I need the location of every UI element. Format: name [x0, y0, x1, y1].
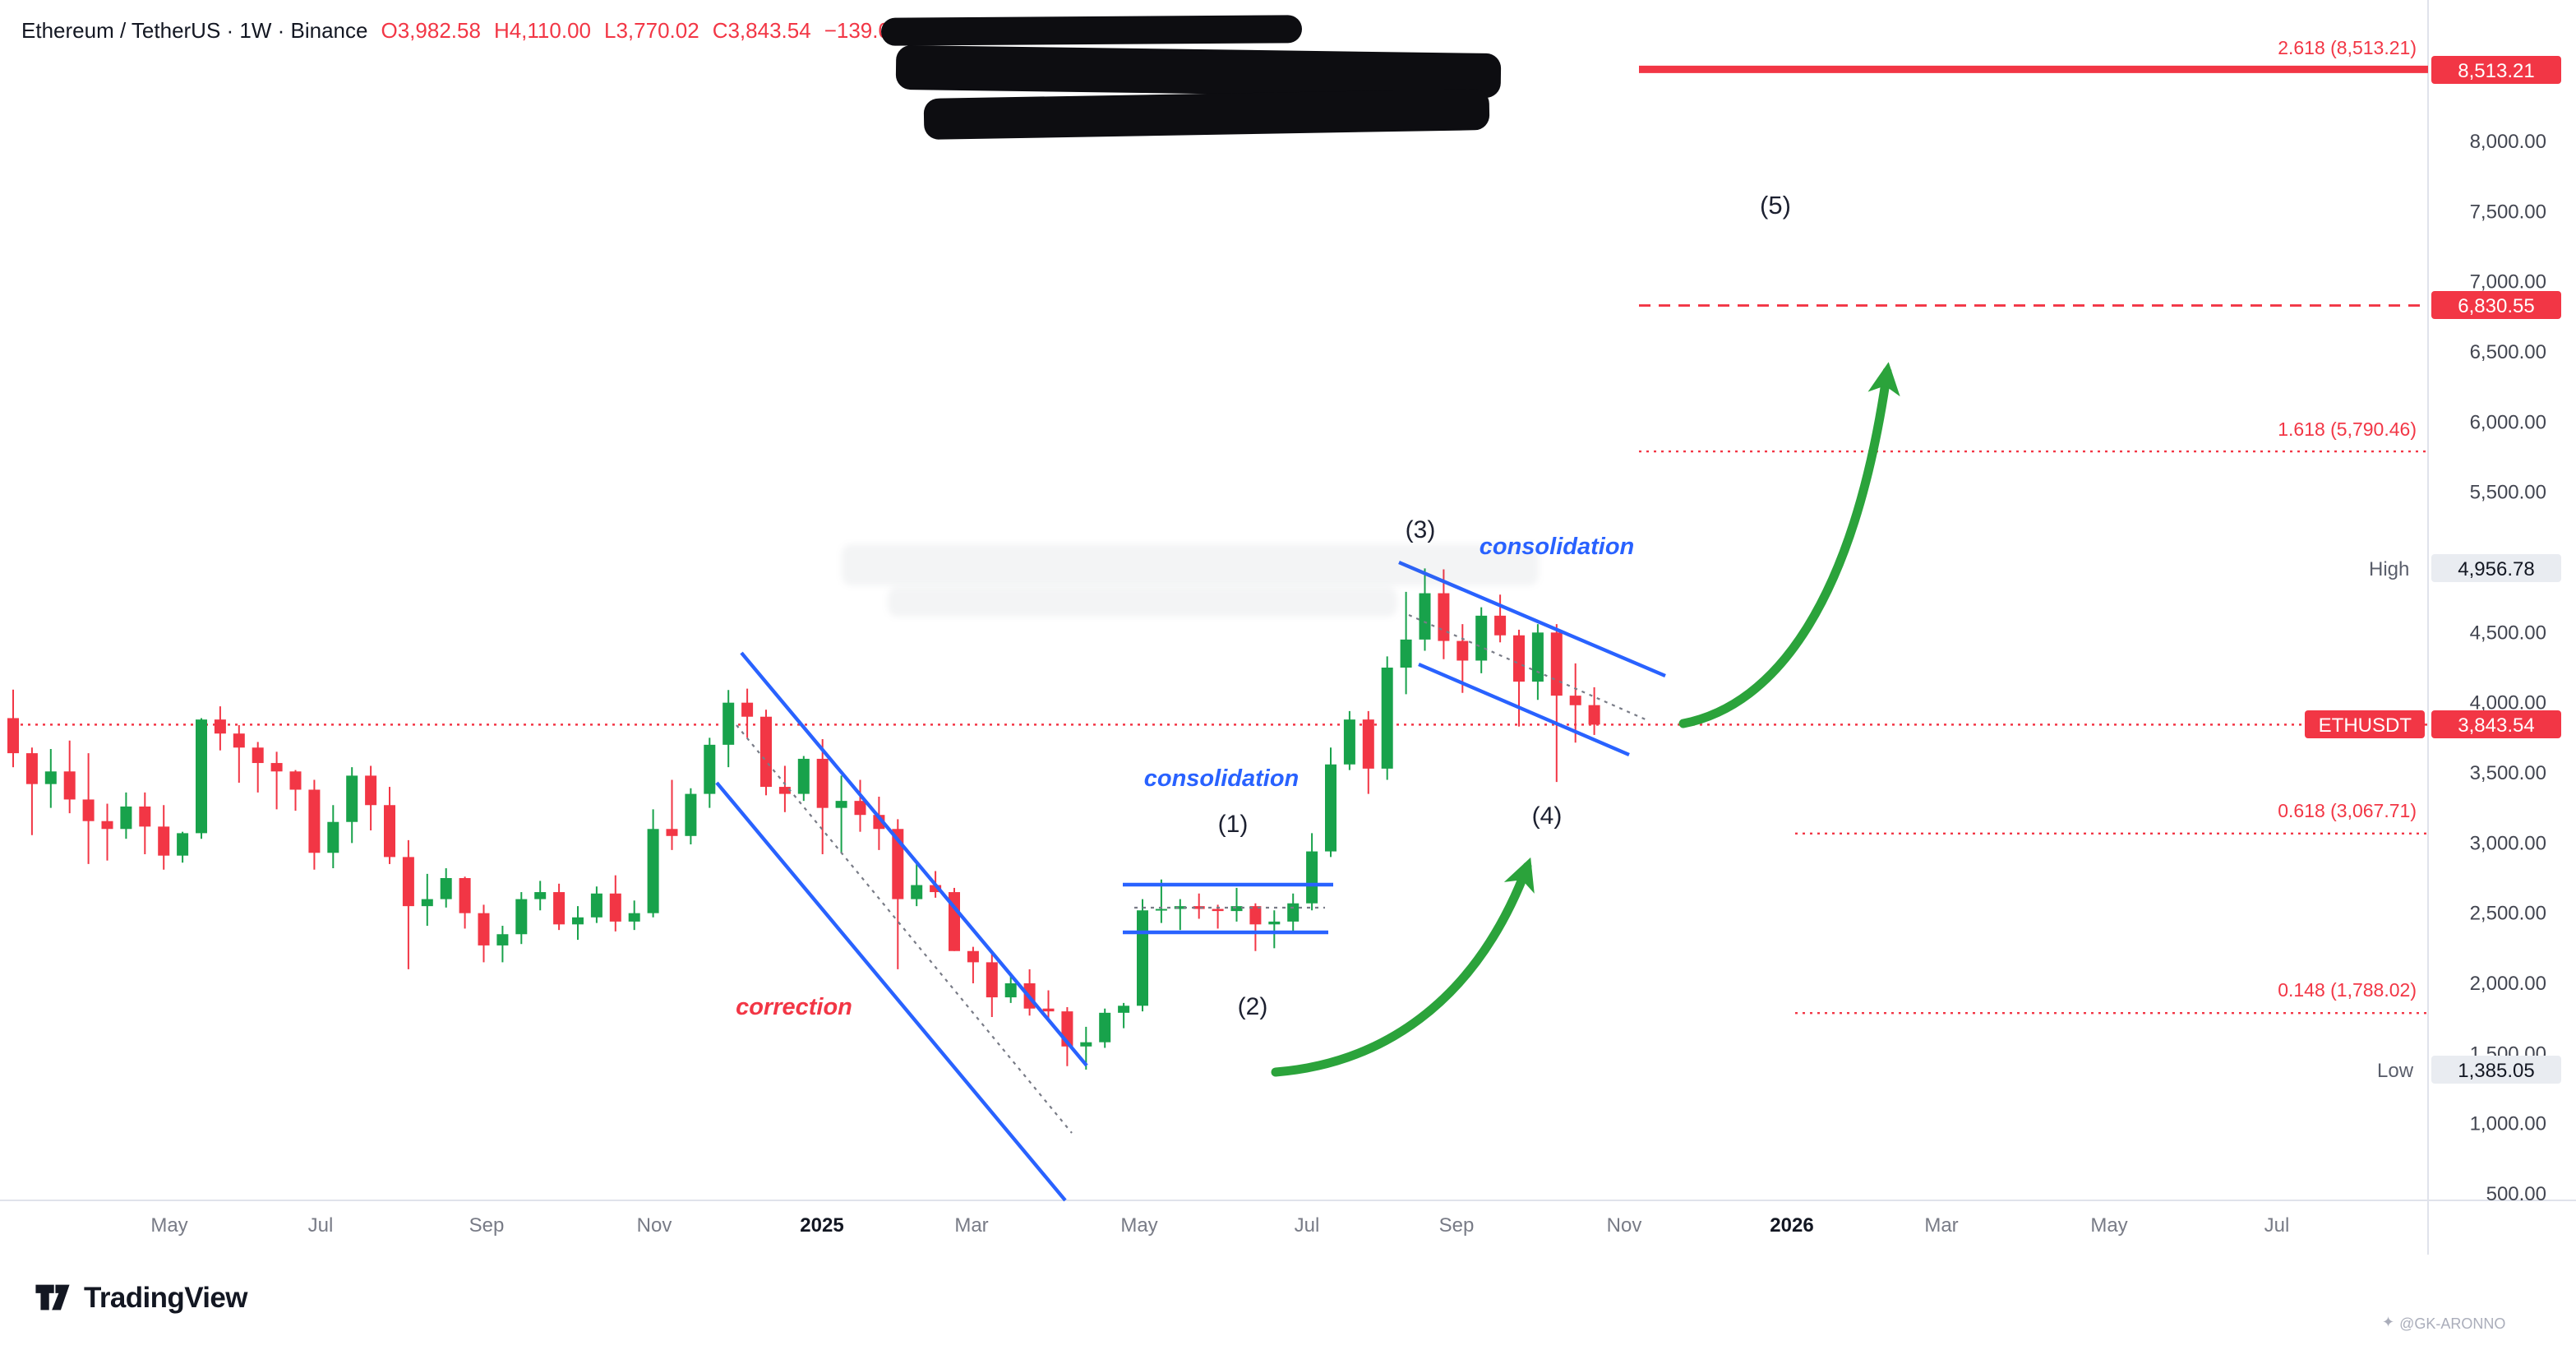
symbol-price-tag: ETHUSDT	[2305, 710, 2425, 738]
correction-label[interactable]: correction	[736, 995, 852, 1021]
time-axis-label: Sep	[1439, 1214, 1475, 1237]
ohlc-close: C3,843.54	[712, 18, 811, 43]
price-axis-label: 5,500.00	[2470, 482, 2546, 504]
redaction-scribble	[880, 15, 1303, 46]
wave-label-1[interactable]: (1)	[1217, 811, 1249, 839]
legend: Ethereum / TetherUS · 1W · Binance O3,98…	[21, 18, 915, 43]
watermark-blur	[842, 544, 1539, 585]
time-axis-label: Jul	[1295, 1214, 1320, 1237]
trend-line[interactable]	[740, 651, 1088, 1067]
fib-price-badge-8513: 8,513.21	[2431, 56, 2561, 84]
trend-line[interactable]	[1398, 560, 1666, 678]
time-axis-label: Sep	[469, 1214, 505, 1237]
price-axis-label: 3,000.00	[2470, 832, 2546, 854]
price-axis-label: 4,500.00	[2470, 622, 2546, 644]
low-price-badge: 1,385.05	[2431, 1056, 2561, 1084]
price-axis-label: 7,500.00	[2470, 201, 2546, 223]
up-arrow-1[interactable]	[1271, 857, 1535, 1077]
wave-label-4[interactable]: (4)	[1531, 802, 1563, 830]
time-axis-label: May	[1120, 1214, 1157, 1237]
channel-midline	[1408, 613, 1648, 722]
price-axis-label: 3,500.00	[2470, 762, 2546, 784]
price-axis-label: 6,000.00	[2470, 411, 2546, 433]
channel-midline	[736, 724, 1073, 1134]
fib-label-1618[interactable]: 1.618 (5,790.46)	[2278, 421, 2417, 441]
symbol-title[interactable]: Ethereum / TetherUS · 1W · Binance	[21, 18, 368, 43]
time-axis-label: Mar	[1924, 1214, 1958, 1237]
fib-label-2618[interactable]: 2.618 (8,513.21)	[2278, 39, 2417, 59]
credit: ✦ @GK-ARONNO	[2382, 1314, 2505, 1332]
credit-icon: ✦	[2382, 1314, 2395, 1330]
wave-label-3[interactable]: (3)	[1405, 516, 1436, 544]
time-axis-label: 2025	[800, 1214, 843, 1237]
tradingview-logo[interactable]: TradingView	[33, 1278, 248, 1317]
consolidation-label-1[interactable]: consolidation	[1143, 766, 1300, 793]
ohlc-high: H4,110.00	[493, 18, 591, 43]
trend-line[interactable]	[715, 781, 1067, 1202]
high-price-badge: 4,956.78	[2431, 554, 2561, 582]
price-axis-label: 8,000.00	[2470, 131, 2546, 153]
time-axis-label: May	[2090, 1214, 2127, 1237]
up-arrow-2[interactable]	[1678, 362, 1900, 728]
price-axis-label: 6,500.00	[2470, 341, 2546, 363]
time-axis-label: Jul	[2264, 1214, 2290, 1237]
time-axis-label: 2026	[1770, 1214, 1813, 1237]
time-axis-label: Nov	[637, 1214, 672, 1237]
ohlc-open: O3,982.58	[381, 18, 481, 43]
fib-price-badge-6830: 6,830.55	[2431, 291, 2561, 319]
time-axis-label: Jul	[308, 1214, 334, 1237]
price-axis-label: 500.00	[2486, 1183, 2546, 1205]
credit-text: @GK-ARONNO	[2399, 1315, 2506, 1331]
time-axis-label: May	[150, 1214, 187, 1237]
price-axis-label: 1,000.00	[2470, 1113, 2546, 1135]
ohlc-low: L3,770.02	[604, 18, 699, 43]
last-price-badge: 3,843.54	[2431, 710, 2561, 738]
high-marker-label: High	[2362, 557, 2417, 580]
fib-label-0148[interactable]: 0.148 (1,788.02)	[2278, 982, 2417, 1001]
low-marker-label: Low	[2371, 1059, 2421, 1082]
time-axis-label: Mar	[954, 1214, 988, 1237]
trend-line[interactable]	[1418, 662, 1630, 757]
time-axis-label: Nov	[1607, 1214, 1642, 1237]
wave-label-2[interactable]: (2)	[1237, 993, 1268, 1021]
consolidation-label-2[interactable]: consolidation	[1479, 534, 1635, 561]
price-axis-label: 2,000.00	[2470, 973, 2546, 995]
wave-label-5[interactable]: (5)	[1760, 192, 1791, 220]
price-axis-label: 2,500.00	[2470, 903, 2546, 925]
tradingview-logo-text: TradingView	[84, 1280, 248, 1313]
price-axis-label: 7,000.00	[2470, 271, 2546, 294]
tradingview-logo-icon	[35, 1284, 70, 1311]
watermark-blur	[888, 587, 1397, 617]
fib-label-0618[interactable]: 0.618 (3,067.71)	[2278, 802, 2417, 822]
